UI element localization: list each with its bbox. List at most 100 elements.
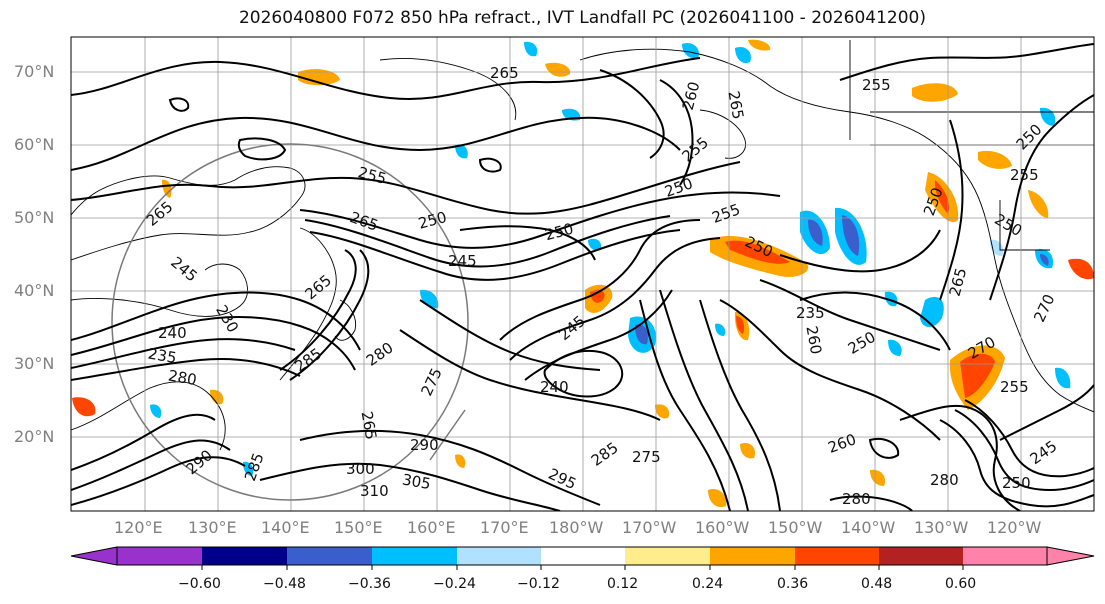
- colorbar-segment: [541, 547, 625, 565]
- contour-label: 235: [796, 304, 825, 322]
- cool-patch: [715, 323, 726, 336]
- longitude-label: 120°W: [987, 518, 1042, 537]
- colorbar-tick-label: 0.24: [692, 576, 724, 592]
- colorbar-tick-label: −0.12: [517, 576, 560, 592]
- warm-patch: [1068, 258, 1094, 280]
- refractivity-contours: [71, 43, 1094, 511]
- warm-patch: [708, 488, 727, 508]
- colorbar-segment: [625, 547, 710, 565]
- warm-patch: [455, 454, 466, 468]
- longitude-label: 170°W: [622, 518, 677, 537]
- longitude-label: 120°E: [114, 518, 163, 537]
- cool-patch: [150, 404, 162, 418]
- contour-label: 245: [448, 252, 477, 270]
- warm-patch: [210, 389, 224, 405]
- colorbar-segment: [202, 547, 287, 565]
- longitude-label: 140°W: [841, 518, 896, 537]
- latitude-label: 30°N: [14, 354, 55, 373]
- warm-patch: [978, 150, 1012, 169]
- colorbar-tick-label: −0.24: [433, 576, 476, 592]
- longitude-label: 130°W: [914, 518, 969, 537]
- warm-patch: [298, 69, 340, 86]
- warm-patch: [725, 240, 790, 264]
- warm-patch: [740, 442, 756, 459]
- contour-label: 250: [1002, 474, 1031, 492]
- cool-patch: [808, 219, 823, 246]
- longitude-label: 160°W: [695, 518, 750, 537]
- latitude-label: 70°N: [14, 62, 55, 81]
- contour-label: 305: [401, 470, 432, 493]
- contour-label: 280: [930, 471, 959, 489]
- longitude-label: 170°E: [480, 518, 529, 537]
- contour-label: 265: [358, 410, 381, 441]
- map-background: [71, 37, 1094, 511]
- longitude-label: 180°W: [549, 518, 604, 537]
- colorbar-segment: [879, 547, 963, 565]
- landfall-region-circle: [111, 143, 469, 501]
- cool-patch: [243, 461, 254, 476]
- warm-patch: [545, 62, 571, 77]
- map-title: 2026040800 F072 850 hPa refract., IVT La…: [238, 8, 926, 28]
- shaded-anomaly-patches: [72, 39, 1094, 508]
- contour-label: 310: [360, 482, 389, 500]
- colorbar-extend-high: [1046, 546, 1095, 566]
- latitude-label: 40°N: [14, 281, 55, 300]
- warm-patch: [736, 316, 745, 334]
- colorbar-tick-label: 0.12: [607, 576, 639, 592]
- colorbar-segment: [117, 547, 202, 565]
- warm-patch: [162, 179, 172, 198]
- contour-label: 300: [346, 460, 375, 478]
- longitude-label: 150°E: [334, 518, 383, 537]
- cool-patch: [682, 42, 699, 59]
- cool-patch: [455, 144, 468, 159]
- contour-label: 235: [147, 344, 178, 367]
- colorbar-border: [116, 546, 1048, 566]
- cool-patch: [884, 291, 898, 307]
- cool-patch: [842, 215, 860, 256]
- colorbar-tick-label: 0.60: [945, 576, 977, 592]
- longitude-label: 150°W: [768, 518, 823, 537]
- contour-label: 275: [632, 448, 661, 466]
- warm-patch: [655, 404, 670, 419]
- colorbar-tick-label: 0.48: [861, 576, 893, 592]
- warm-patch: [748, 39, 771, 51]
- cool-patch: [420, 289, 439, 309]
- latitude-label: 20°N: [14, 427, 55, 446]
- colorbar-segment: [963, 547, 1047, 565]
- contour-label: 255: [862, 76, 891, 94]
- longitude-label: 140°E: [261, 518, 310, 537]
- contour-label: 280: [842, 490, 871, 508]
- warm-patch: [870, 469, 886, 486]
- colorbar-tick-label: −0.36: [348, 576, 391, 592]
- contour-label: 265: [490, 64, 519, 82]
- warm-patch: [960, 353, 995, 398]
- contour-label: 240: [540, 378, 569, 396]
- contour-label: 265: [724, 89, 747, 120]
- warm-patch: [1028, 190, 1049, 218]
- longitude-label: 160°E: [407, 518, 456, 537]
- warm-patch: [912, 83, 958, 102]
- colorbar-segment: [457, 547, 541, 565]
- latitude-label: 50°N: [14, 208, 55, 227]
- warm-patch: [590, 289, 605, 303]
- warm-patch: [934, 180, 950, 214]
- warm-patch: [72, 397, 96, 417]
- colorbar-segment: [795, 547, 879, 565]
- contour-label: 255: [1010, 166, 1039, 184]
- cool-patch: [735, 46, 751, 64]
- colorbar-extend-low: [70, 546, 118, 566]
- longitude-label: 130°E: [188, 518, 237, 537]
- contour-label: 255: [1000, 378, 1029, 396]
- contour-label: 240: [158, 324, 187, 342]
- colorbar-segment: [372, 547, 457, 565]
- colorbar-tick-label: 0.36: [777, 576, 809, 592]
- cool-patch: [635, 324, 648, 345]
- colorbar: [70, 546, 1095, 570]
- colorbar-segment: [287, 547, 372, 565]
- contour-label: 290: [410, 436, 439, 454]
- colorbar-tick-label: −0.60: [178, 576, 221, 592]
- cool-patch: [588, 238, 602, 251]
- map-border: [70, 36, 1095, 512]
- cool-patch: [1055, 367, 1071, 389]
